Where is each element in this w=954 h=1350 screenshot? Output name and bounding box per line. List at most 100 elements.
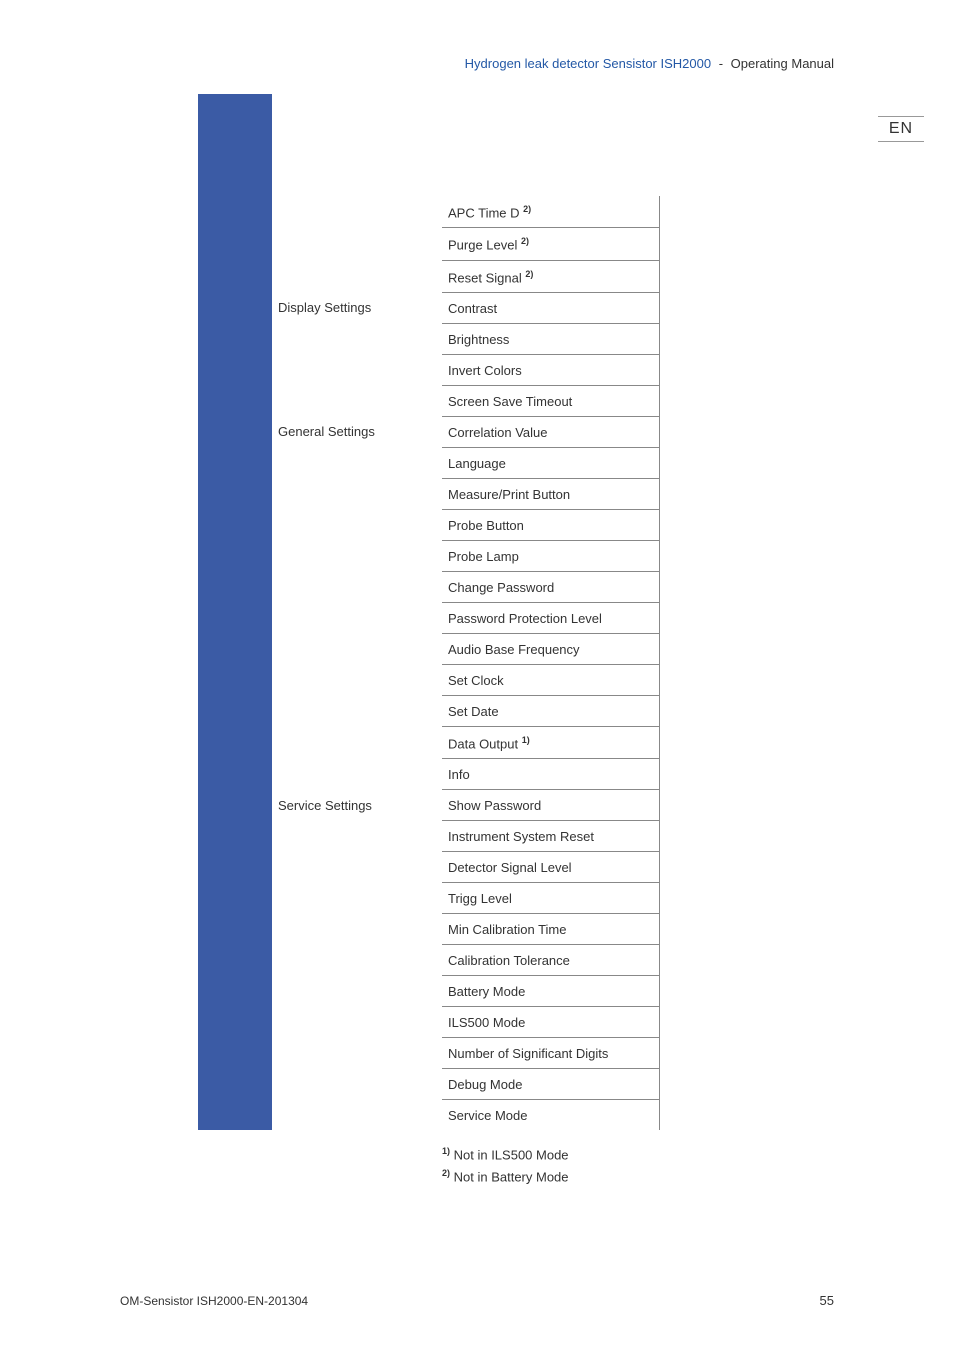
table-row: Set Date — [272, 695, 660, 726]
settings-table-container: APC Time D 2)Purge Level 2)Reset Signal … — [272, 196, 660, 1189]
footnote-text: Not in ILS500 Mode — [450, 1148, 569, 1163]
group-label-cell — [272, 228, 442, 260]
setting-cell: Service Mode — [442, 1100, 660, 1131]
group-label-cell: General Settings — [272, 416, 442, 447]
setting-cell: Probe Lamp — [442, 540, 660, 571]
footnote-ref: 1) — [522, 735, 530, 745]
table-row: Data Output 1) — [272, 726, 660, 758]
footer-doc-id: OM-Sensistor ISH2000-EN-201304 — [120, 1294, 308, 1308]
footer-page-number: 55 — [820, 1293, 834, 1308]
group-label-cell — [272, 633, 442, 664]
footnote: 2) Not in Battery Mode — [442, 1166, 660, 1188]
table-row: Number of Significant Digits — [272, 1038, 660, 1069]
setting-cell: Password Protection Level — [442, 602, 660, 633]
setting-cell: Probe Button — [442, 509, 660, 540]
table-row: Probe Lamp — [272, 540, 660, 571]
setting-cell: Trigg Level — [442, 883, 660, 914]
table-row: Invert Colors — [272, 354, 660, 385]
group-label-cell — [272, 509, 442, 540]
table-row: Battery Mode — [272, 976, 660, 1007]
group-label-cell — [272, 759, 442, 790]
table-row: Detector Signal Level — [272, 852, 660, 883]
setting-cell: Set Clock — [442, 664, 660, 695]
setting-cell: Number of Significant Digits — [442, 1038, 660, 1069]
group-label-cell: Display Settings — [272, 292, 442, 323]
setting-cell: Min Calibration Time — [442, 914, 660, 945]
group-label-cell — [272, 945, 442, 976]
table-row: Reset Signal 2) — [272, 260, 660, 292]
footnote-ref: 2) — [525, 269, 533, 279]
group-label-cell — [272, 447, 442, 478]
table-row: Trigg Level — [272, 883, 660, 914]
group-label-cell — [272, 354, 442, 385]
table-row: Instrument System Reset — [272, 821, 660, 852]
group-label-cell — [272, 883, 442, 914]
header-link: Hydrogen leak detector Sensistor ISH2000 — [465, 56, 711, 71]
setting-cell: Language — [442, 447, 660, 478]
table-row: Measure/Print Button — [272, 478, 660, 509]
footnote-ref: 2) — [521, 236, 529, 246]
group-label-cell — [272, 821, 442, 852]
setting-cell: Change Password — [442, 571, 660, 602]
group-label-cell — [272, 1100, 442, 1131]
setting-cell: APC Time D 2) — [442, 196, 660, 228]
setting-cell: Measure/Print Button — [442, 478, 660, 509]
group-label-cell — [272, 385, 442, 416]
setting-cell: Debug Mode — [442, 1069, 660, 1100]
setting-cell: Invert Colors — [442, 354, 660, 385]
table-row: Service SettingsShow Password — [272, 790, 660, 821]
table-row: Password Protection Level — [272, 602, 660, 633]
group-label-cell — [272, 664, 442, 695]
table-row: Service Mode — [272, 1100, 660, 1131]
group-label-cell — [272, 478, 442, 509]
table-row: APC Time D 2) — [272, 196, 660, 228]
table-row: Display SettingsContrast — [272, 292, 660, 323]
table-row: General SettingsCorrelation Value — [272, 416, 660, 447]
footnote: 1) Not in ILS500 Mode — [442, 1144, 660, 1166]
setting-cell: Screen Save Timeout — [442, 385, 660, 416]
group-label-cell — [272, 695, 442, 726]
group-label-cell — [272, 196, 442, 228]
footnotes: 1) Not in ILS500 Mode2) Not in Battery M… — [442, 1144, 660, 1188]
table-row: Set Clock — [272, 664, 660, 695]
group-label-cell — [272, 852, 442, 883]
group-label-cell — [272, 540, 442, 571]
table-row: Info — [272, 759, 660, 790]
group-label-cell: Service Settings — [272, 790, 442, 821]
blue-sidebar — [198, 94, 272, 1130]
group-label-cell — [272, 1038, 442, 1069]
table-row: ILS500 Mode — [272, 1007, 660, 1038]
setting-cell: Show Password — [442, 790, 660, 821]
table-row: Purge Level 2) — [272, 228, 660, 260]
setting-cell: ILS500 Mode — [442, 1007, 660, 1038]
group-label-cell — [272, 323, 442, 354]
group-label-cell — [272, 1069, 442, 1100]
setting-cell: Detector Signal Level — [442, 852, 660, 883]
settings-table: APC Time D 2)Purge Level 2)Reset Signal … — [272, 196, 660, 1130]
setting-cell: Set Date — [442, 695, 660, 726]
table-row: Change Password — [272, 571, 660, 602]
footnote-ref: 2) — [523, 204, 531, 214]
setting-cell: Calibration Tolerance — [442, 945, 660, 976]
footnote-marker: 2) — [442, 1168, 450, 1178]
setting-cell: Info — [442, 759, 660, 790]
setting-cell: Instrument System Reset — [442, 821, 660, 852]
group-label-cell — [272, 726, 442, 758]
table-row: Calibration Tolerance — [272, 945, 660, 976]
setting-cell: Audio Base Frequency — [442, 633, 660, 664]
table-row: Audio Base Frequency — [272, 633, 660, 664]
header-separator: - — [715, 56, 727, 71]
setting-cell: Brightness — [442, 323, 660, 354]
footnote-marker: 1) — [442, 1146, 450, 1156]
table-row: Debug Mode — [272, 1069, 660, 1100]
setting-cell: Battery Mode — [442, 976, 660, 1007]
table-row: Language — [272, 447, 660, 478]
setting-cell: Correlation Value — [442, 416, 660, 447]
table-row: Brightness — [272, 323, 660, 354]
group-label-cell — [272, 260, 442, 292]
group-label-cell — [272, 571, 442, 602]
footnote-text: Not in Battery Mode — [450, 1170, 569, 1185]
language-tab: EN — [878, 116, 924, 142]
table-row: Min Calibration Time — [272, 914, 660, 945]
group-label-cell — [272, 976, 442, 1007]
